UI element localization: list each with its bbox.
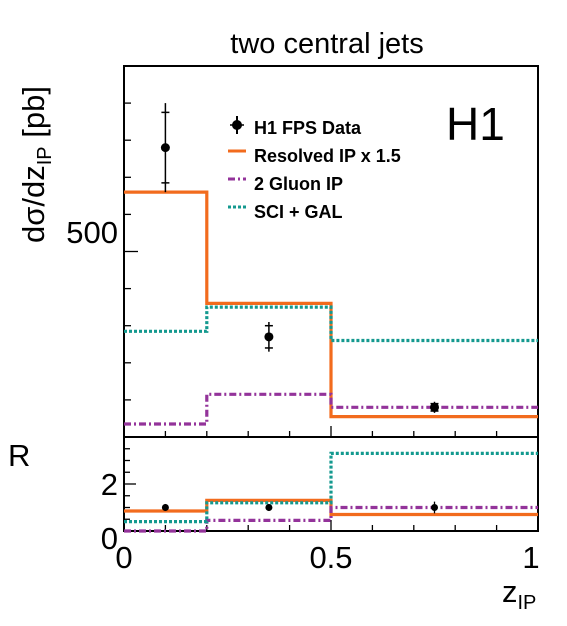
data-point xyxy=(264,332,274,342)
x-axis-label-sub: IP xyxy=(518,592,537,614)
chart-title: two central jets xyxy=(230,28,423,60)
h1-logo: H1 xyxy=(446,98,505,150)
series-layer xyxy=(124,190,538,426)
series-line-0 xyxy=(124,190,538,419)
ratio-label: R xyxy=(8,438,30,473)
legend-label-sci: SCI + GAL xyxy=(254,202,343,222)
y-axis-label-sub: IP xyxy=(34,146,56,165)
y-axis-label-main: dσ/dz xyxy=(16,165,51,243)
ratio-series-line-0 xyxy=(124,498,538,517)
ratio-tick-label-0: 0 xyxy=(101,521,118,556)
y-tick-label-500: 500 xyxy=(66,215,118,250)
legend-label-2gluon: 2 Gluon IP xyxy=(254,174,343,194)
ratio-tick-label-2: 2 xyxy=(101,467,118,502)
data-point xyxy=(160,143,170,153)
legend-label-resolved: Resolved IP x 1.5 xyxy=(254,146,401,166)
axis-ticks xyxy=(123,102,539,531)
ratio-point xyxy=(265,504,273,511)
y-axis-label: dσ/dzIP [pb] xyxy=(16,86,56,243)
legend-marker-data xyxy=(232,120,242,130)
ratio-point xyxy=(431,504,438,511)
x-tick-label-1: 1 xyxy=(522,540,539,575)
legend: H1 FPS Data Resolved IP x 1.5 2 Gluon IP… xyxy=(228,116,401,222)
legend-label-data: H1 FPS Data xyxy=(254,118,362,138)
ratio-series-layer xyxy=(124,451,538,533)
ratio-point xyxy=(161,504,169,511)
x-tick-label-0.5: 0.5 xyxy=(309,540,352,575)
x-axis-label: zIP xyxy=(502,574,536,614)
ratio-series-line-1 xyxy=(124,505,538,533)
y-axis-label-unit: [pb] xyxy=(16,86,51,146)
data-point xyxy=(430,402,439,412)
x-axis-label-main: z xyxy=(502,574,518,609)
data-points-layer xyxy=(160,103,439,514)
x-tick-label-0: 0 xyxy=(115,540,132,575)
